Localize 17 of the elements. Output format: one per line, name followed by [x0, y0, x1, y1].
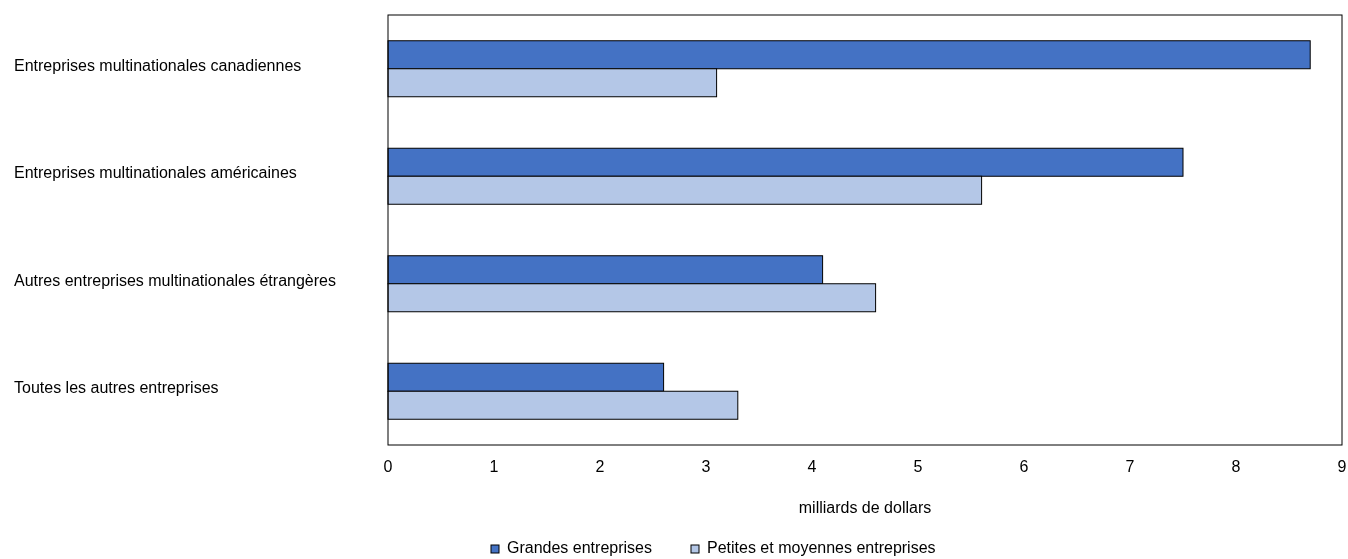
y-tick-label: Toutes les autres entreprises	[14, 379, 219, 397]
x-axis-title: milliards de dollars	[798, 499, 932, 517]
y-tick-label: Autres entreprises multinationales étrangères	[14, 271, 336, 289]
x-tick-label: 7	[1125, 458, 1135, 476]
x-tick-label: 8	[1231, 458, 1241, 476]
x-tick-label: 3	[701, 458, 711, 476]
y-tick-label: Entreprises multinationales canadiennes	[14, 56, 302, 74]
y-tick-label: Entreprises multinationales américaines	[14, 164, 297, 182]
legend-label: Grandes entreprises	[507, 539, 652, 557]
legend-label: Petites et moyennes entreprises	[707, 539, 936, 557]
x-tick-label: 5	[913, 458, 923, 476]
x-tick-label: 0	[383, 458, 393, 476]
x-tick-label: 2	[595, 458, 605, 476]
x-tick-label: 1	[489, 458, 499, 476]
x-tick-label: 4	[807, 458, 817, 476]
x-tick-label: 9	[1337, 458, 1347, 476]
x-tick-label: 6	[1019, 458, 1029, 476]
